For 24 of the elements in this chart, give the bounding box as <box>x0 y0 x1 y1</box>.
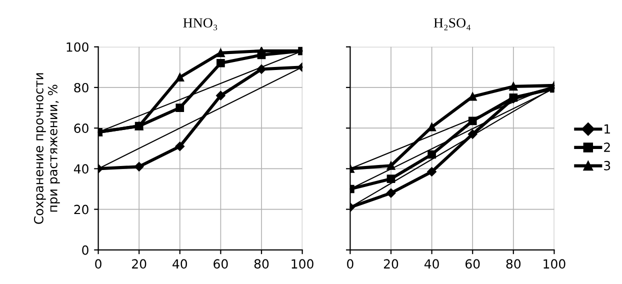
x-tick-label: 20 <box>384 259 398 269</box>
y-tick-label: 20 <box>74 204 88 214</box>
x-tick-label: 0 <box>347 259 354 269</box>
x-tick-label: 0 <box>95 259 102 269</box>
y-axis-title: Сохранение прочности при растяжении, % <box>34 73 60 224</box>
x-tick-label: 40 <box>172 259 188 269</box>
x-tick-label: 40 <box>424 259 439 269</box>
chart-title: HNO₃ <box>183 18 218 30</box>
y-tick-label: 60 <box>74 124 88 134</box>
y-tick-label: 100 <box>66 42 88 52</box>
y-tick-label: 80 <box>74 82 88 92</box>
legend-label: 3 <box>604 160 610 170</box>
x-tick-label: 100 <box>292 259 314 269</box>
y-tick-label: 40 <box>74 164 88 174</box>
x-tick-label: 60 <box>466 259 480 269</box>
x-tick-label: 100 <box>544 259 566 269</box>
x-tick-label: 60 <box>214 259 228 269</box>
x-tick-label: 80 <box>506 259 521 269</box>
legend-label: 2 <box>604 142 610 152</box>
legend-label: 1 <box>604 124 610 134</box>
chart-title: H₂SO₄ <box>434 18 470 30</box>
x-tick-label: 80 <box>254 259 269 269</box>
y-tick-label: 0 <box>82 245 88 255</box>
x-tick-label: 20 <box>132 259 146 269</box>
